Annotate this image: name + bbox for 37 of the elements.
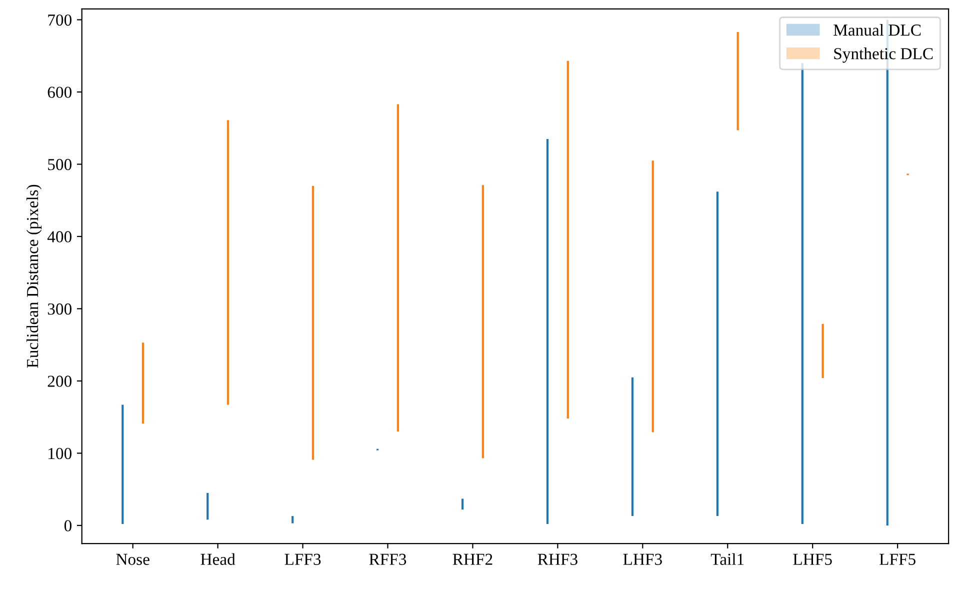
bar (461, 498, 464, 510)
bar (716, 192, 718, 516)
x-tick-label: Tail1 (710, 553, 744, 565)
bar (566, 60, 569, 419)
bar (122, 404, 124, 524)
y-tick-label: 400 (47, 231, 72, 242)
bar (736, 32, 739, 130)
bar (312, 186, 314, 460)
bar (206, 492, 209, 520)
y-tick-label: 300 (48, 303, 72, 315)
bar (226, 120, 230, 405)
legend-label: Synthetic DLC (834, 48, 933, 63)
y-axis-title: Euclidean Distance (pixels) (26, 184, 42, 368)
bar (822, 324, 824, 378)
x-tick-label: LHF5 (793, 554, 832, 565)
bar (292, 516, 294, 524)
y-tick-label: 600 (48, 86, 72, 98)
y-tick-label: 100 (48, 448, 72, 460)
x-tick-label: RHF2 (452, 554, 492, 565)
x-tick-label: Head (200, 553, 236, 565)
x-tick-label: RHF3 (538, 554, 578, 565)
y-tick-label: 500 (48, 158, 72, 170)
x-tick-label: RFF3 (369, 554, 406, 565)
legend-label: Manual DLC (834, 24, 921, 36)
bar (652, 160, 654, 432)
x-tick-label: LHF3 (623, 554, 662, 565)
x-tick-label: LFF5 (880, 554, 916, 565)
x-tick-label: LFF3 (284, 554, 321, 565)
y-tick-label: 700 (48, 14, 72, 26)
y-tick-label: 200 (48, 376, 72, 387)
y-tick-label: 0 (64, 520, 72, 532)
x-tick-label: Nose (116, 554, 150, 565)
bar (396, 104, 400, 432)
bar (142, 342, 144, 424)
bar (482, 185, 484, 458)
bar (631, 377, 634, 516)
bar (546, 138, 549, 524)
